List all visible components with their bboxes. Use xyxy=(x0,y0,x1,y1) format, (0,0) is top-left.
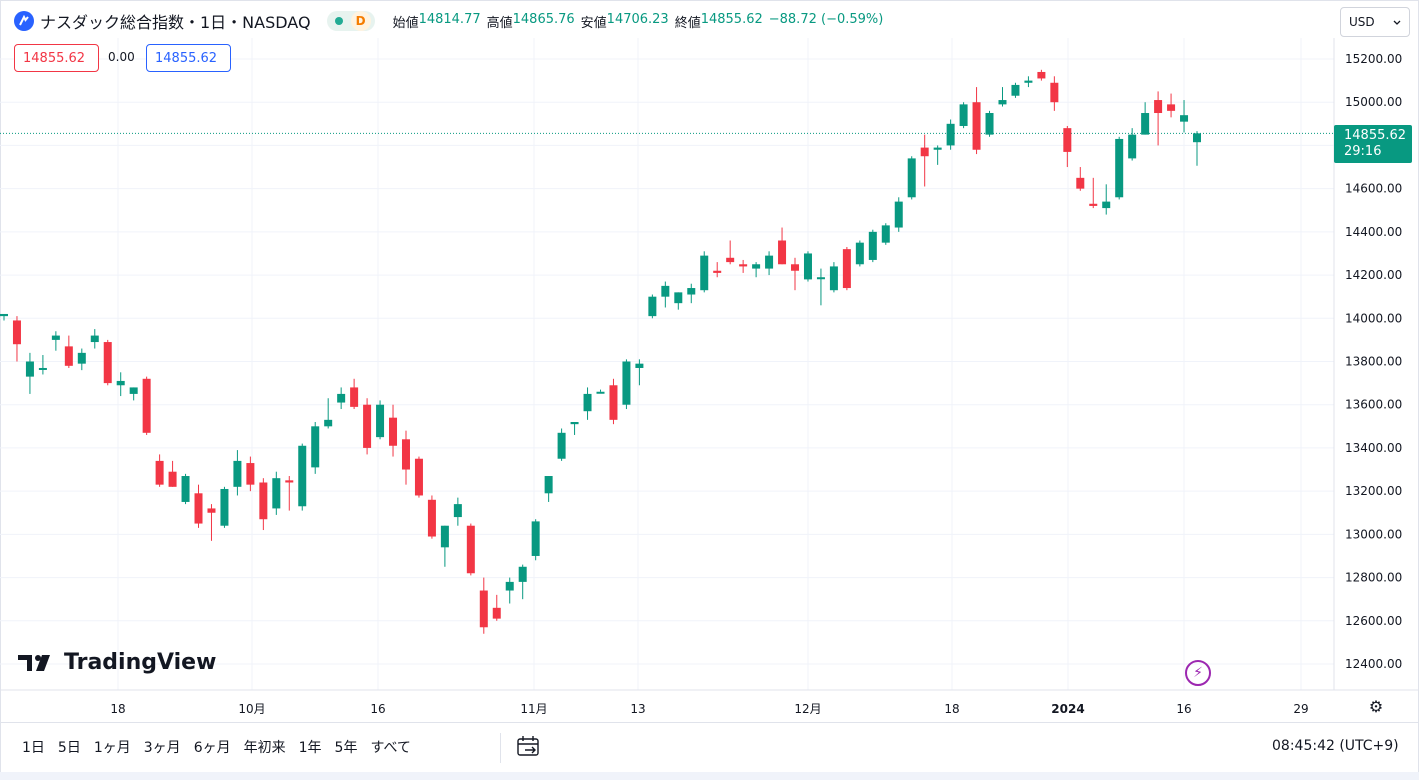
tradingview-watermark[interactable]: TradingView xyxy=(18,650,216,675)
bottom-border xyxy=(0,772,1419,780)
ohlc-values: 始値 14814.77 高値 14865.76 安値 14706.23 終値 14855… xyxy=(393,12,890,31)
symbol-title[interactable]: ナスダック総合指数・1日・NASDAQ xyxy=(40,13,311,32)
close-value: 14855.62 xyxy=(700,11,763,27)
clock-timezone[interactable]: 08:45:42 (UTC+9) xyxy=(1272,738,1399,754)
bottom-toolbar: 1日 5日 1ヶ月 3ヶ月 6ヶ月 年初来 1年 5年 すべて 08:45:42… xyxy=(0,722,1419,773)
open-value: 14814.77 xyxy=(418,11,481,27)
market-status-pill[interactable]: D xyxy=(326,11,375,31)
range-6m[interactable]: 6ヶ月 xyxy=(193,740,231,756)
interval-badge: D xyxy=(350,11,371,31)
range-5y[interactable]: 5年 xyxy=(334,740,358,756)
countdown-value: 29:16 xyxy=(1344,144,1382,159)
range-1d[interactable]: 1日 xyxy=(22,740,45,756)
low-label: 安値 xyxy=(580,15,607,31)
toolbar-divider xyxy=(500,733,501,763)
lightning-icon[interactable]: ⚡ xyxy=(1185,660,1211,686)
range-ytd[interactable]: 年初来 xyxy=(243,740,286,756)
low-value: 14706.23 xyxy=(606,11,669,27)
open-label: 始値 xyxy=(392,15,419,31)
range-3m[interactable]: 3ヶ月 xyxy=(143,740,181,756)
chevron-down-icon xyxy=(1393,15,1401,29)
currency-label: USD xyxy=(1349,15,1375,29)
change-value: −88.72 (−0.59%) xyxy=(768,11,884,27)
range-1y[interactable]: 1年 xyxy=(298,740,322,756)
close-label: 終値 xyxy=(674,15,701,31)
market-open-dot-icon xyxy=(334,17,343,25)
nasdaq-logo-icon xyxy=(14,11,34,31)
range-selector: 1日 5日 1ヶ月 3ヶ月 6ヶ月 年初来 1年 5年 すべて xyxy=(22,737,424,757)
range-all[interactable]: すべて xyxy=(370,740,411,756)
last-price-value: 14855.62 xyxy=(1344,128,1407,143)
buy-price-box[interactable]: 14855.62 xyxy=(146,44,231,72)
tradingview-logo-icon xyxy=(18,654,50,671)
watermark-text: TradingView xyxy=(64,650,217,675)
currency-select[interactable]: USD xyxy=(1340,7,1410,37)
symbol-legend: ナスダック総合指数・1日・NASDAQ D 始値 14814.77 高値 14865… xyxy=(14,9,889,33)
range-1m[interactable]: 1ヶ月 xyxy=(93,740,131,756)
high-label: 高値 xyxy=(486,15,513,31)
range-5d[interactable]: 5日 xyxy=(57,740,81,756)
high-value: 14865.76 xyxy=(512,11,575,27)
last-price-label: 14855.62 29:16 xyxy=(1334,125,1412,163)
gear-icon[interactable]: ⚙ xyxy=(1368,697,1384,716)
sell-price-box[interactable]: 14855.62 xyxy=(14,44,99,72)
spread-value: 0.00 xyxy=(108,50,135,64)
calendar-range-icon[interactable] xyxy=(516,735,542,763)
